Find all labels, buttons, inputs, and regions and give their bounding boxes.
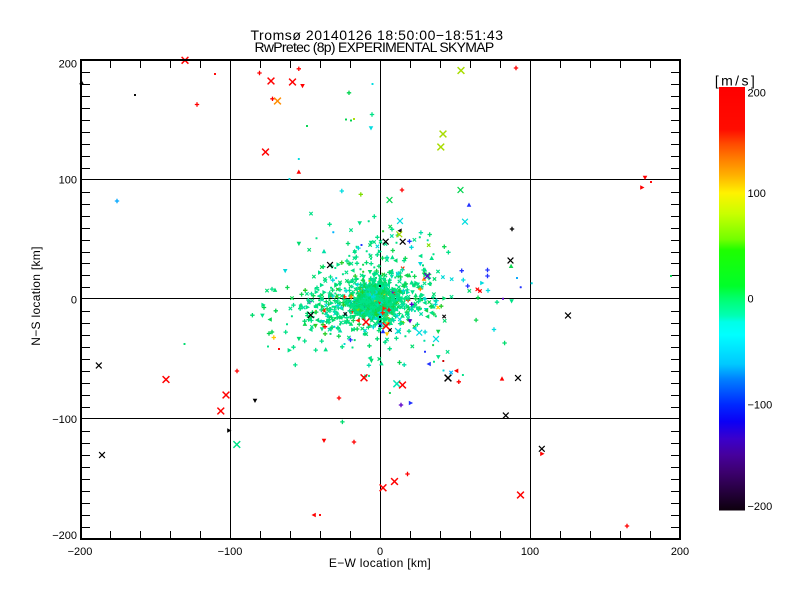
svg-text:0: 0 <box>748 294 754 306</box>
svg-text:−200: −200 <box>68 546 93 558</box>
svg-text:100: 100 <box>748 188 766 200</box>
svg-text:−100: −100 <box>52 414 77 426</box>
svg-text:RwPretec (8p) EXPERIMENTAL SKY: RwPretec (8p) EXPERIMENTAL SKYMAP <box>254 39 493 55</box>
svg-text:0: 0 <box>71 294 77 306</box>
svg-text:[m/s]: [m/s] <box>715 73 757 89</box>
svg-text:200: 200 <box>671 546 689 558</box>
svg-text:N−S location [km]: N−S location [km] <box>29 246 43 345</box>
svg-text:100: 100 <box>521 546 539 558</box>
svg-text:100: 100 <box>59 175 77 187</box>
svg-text:−200: −200 <box>748 501 773 513</box>
svg-text:E−W location [km]: E−W location [km] <box>329 556 431 570</box>
svg-text:Tromsø 20140126 18:50:00−18:51: Tromsø 20140126 18:50:00−18:51:43 <box>250 27 503 43</box>
svg-text:0: 0 <box>377 546 383 558</box>
svg-text:−100: −100 <box>748 400 773 412</box>
svg-text:200: 200 <box>748 88 766 100</box>
svg-text:−100: −100 <box>218 546 243 558</box>
svg-text:−200: −200 <box>52 530 77 542</box>
svg-text:200: 200 <box>59 59 77 71</box>
